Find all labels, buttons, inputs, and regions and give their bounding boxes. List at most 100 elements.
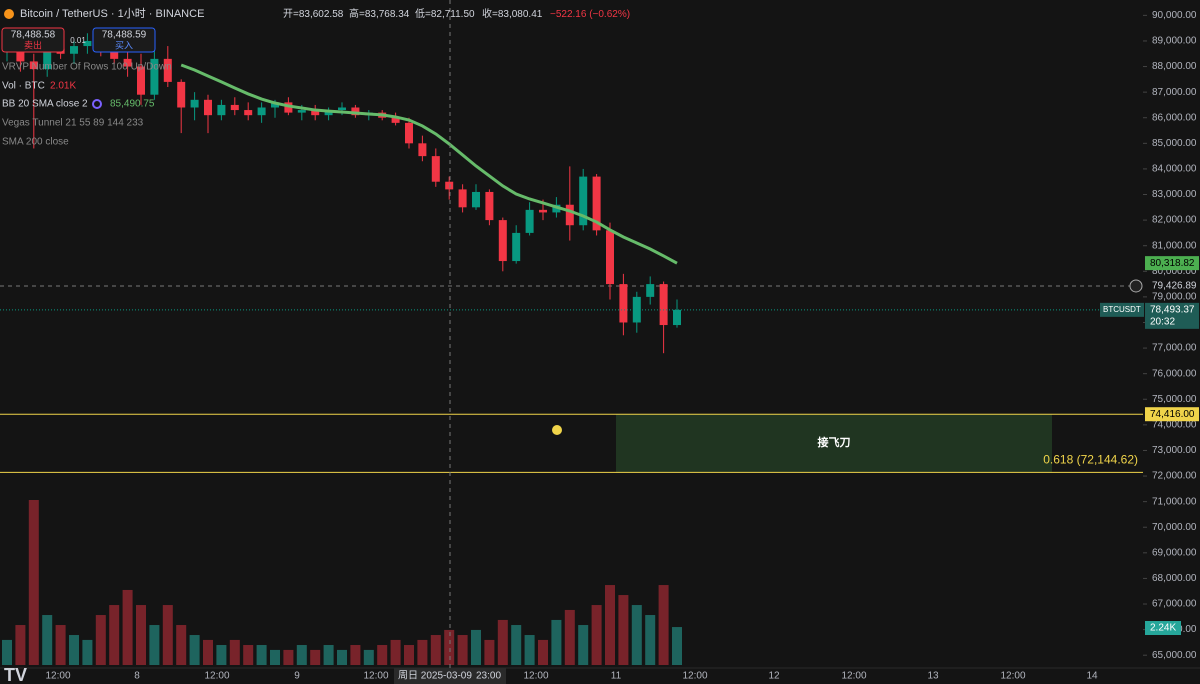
volume-bar (162, 605, 173, 665)
candle-body (485, 191, 494, 221)
volume-bar (176, 625, 187, 665)
volume-bar (216, 645, 227, 665)
candle-body (217, 104, 226, 116)
x-tick-label: 12:00 (204, 671, 229, 682)
volume-bar (69, 635, 79, 665)
volume-bar (618, 595, 629, 665)
candle-body (431, 156, 440, 182)
candle-body (659, 284, 668, 326)
candle-body (150, 58, 159, 95)
candle-body (351, 107, 360, 116)
volume-bar (444, 629, 455, 665)
volume-bar (55, 625, 66, 665)
volume-bar (323, 645, 334, 665)
last-price-label: 78,493.37 (1150, 304, 1195, 315)
y-tick-label: 89,000.00 (1152, 36, 1197, 47)
volume-bar (578, 625, 589, 665)
volume-bar (457, 635, 468, 665)
sell-box[interactable] (1, 27, 65, 53)
add-alert[interactable] (1129, 279, 1143, 293)
volume-bar (645, 615, 656, 665)
candle-body (137, 66, 145, 95)
sell-label[interactable]: 卖出 (24, 39, 42, 50)
candle-body (204, 99, 212, 116)
indicator-icon (92, 99, 102, 109)
symbol: Bitcoin / TetherUS · 1小时 · BINANCE (20, 7, 204, 20)
indicator[interactable]: VRVP Number Of Rows 100 Up/Down (2, 62, 172, 73)
buy-button[interactable]: 78,488.59 买入 (92, 27, 156, 53)
sell-button[interactable]: 78,488.58 卖出 (1, 27, 65, 53)
candle-body (284, 102, 293, 113)
y-tick-label: 79,000.00 (1152, 292, 1197, 303)
volume-bar (672, 627, 682, 665)
x-tick-label: 13 (927, 671, 939, 682)
volume-bar (2, 639, 12, 665)
volume-bar (243, 645, 254, 665)
volume-bar (430, 635, 441, 665)
y-tick-label: 80,000.00 (1152, 266, 1197, 277)
y-tick-label: 90,000.00 (1152, 10, 1197, 21)
ohlc: 开=83,602.58 高=83,768.34 低=82,711.50 收=83… (283, 7, 630, 20)
candle-body (565, 204, 574, 226)
ohlc-high: 高=83,768.34 (349, 7, 410, 20)
volume-bar (658, 585, 669, 665)
candle-body (177, 81, 186, 108)
volume-bar (484, 639, 495, 665)
volume-bar (524, 635, 535, 665)
zone-text: 接飞刀 (818, 435, 851, 449)
candle-body (83, 40, 92, 47)
candle-body (418, 143, 427, 157)
alarm-icon[interactable] (552, 425, 562, 435)
y-tick-label: 73,000.00 (1152, 445, 1197, 456)
volume-bar (82, 639, 93, 665)
crosshair-time: 23:00 (476, 671, 501, 682)
volume-bar (404, 645, 414, 665)
indicator[interactable]: BB 20 SMA close 2 (2, 99, 88, 110)
y-tick-label: 75,000.00 (1152, 394, 1197, 405)
indicator[interactable]: Vegas Tunnel 21 55 89 144 233 (2, 118, 144, 129)
buy-label[interactable]: 买入 (115, 40, 133, 50)
ma-line (180, 63, 678, 265)
indicator[interactable]: Vol · BTC (2, 81, 45, 92)
volume-bar (189, 635, 200, 665)
plot-area (0, 33, 1143, 665)
countdown: 20:32 (1150, 316, 1175, 327)
candle-body (391, 117, 400, 123)
volume-bar (149, 625, 160, 665)
symbol-tag: BTCUSDT (1103, 305, 1141, 314)
volume-label-box (1145, 621, 1181, 635)
volume-bar (564, 609, 575, 665)
crosshair-price-label: 79,426.89 (1152, 281, 1197, 292)
symbol-tag-box (1100, 302, 1144, 317)
ohlc-close: 收=83,080.41 (482, 7, 543, 20)
x-tick-label: 14 (1086, 671, 1098, 682)
ohlc-open: 开=83,602.58 (283, 9, 344, 20)
candle-body (311, 110, 320, 116)
buy-price[interactable]: 78,488.59 (102, 30, 147, 41)
x-tick-label: 12:00 (841, 671, 866, 682)
candle-body (539, 209, 547, 213)
candle-body (525, 209, 534, 233)
x-tick-label: 12:00 (1000, 671, 1025, 682)
volume-bar (109, 605, 120, 665)
x-tick-label: 11 (611, 671, 622, 682)
volume-bar (538, 639, 548, 665)
volume-bar (377, 645, 388, 665)
indicator[interactable]: SMA 200 close (2, 137, 69, 148)
sell-price[interactable]: 78,488.58 (11, 30, 56, 41)
y-tick-label: 70,000.00 (1152, 522, 1197, 533)
y-tick-label: 76,000.00 (1152, 368, 1197, 379)
candle-body (512, 232, 521, 262)
buy-box[interactable] (92, 27, 156, 53)
candle-body (458, 189, 467, 208)
crosshair-date: 周日 2025-03-09 (398, 670, 472, 682)
candle-body (619, 284, 628, 323)
y-tick-label: 81,000.00 (1152, 240, 1197, 251)
y-tick-label: 83,000.00 (1152, 189, 1197, 200)
indicator-value: 2.01K (50, 81, 76, 92)
qty[interactable]: 0.01 (70, 36, 86, 45)
indicator-value: 85,490.75 (110, 99, 155, 110)
candle-body (579, 176, 588, 226)
candle-body (110, 51, 119, 59)
candle-body (445, 181, 454, 190)
